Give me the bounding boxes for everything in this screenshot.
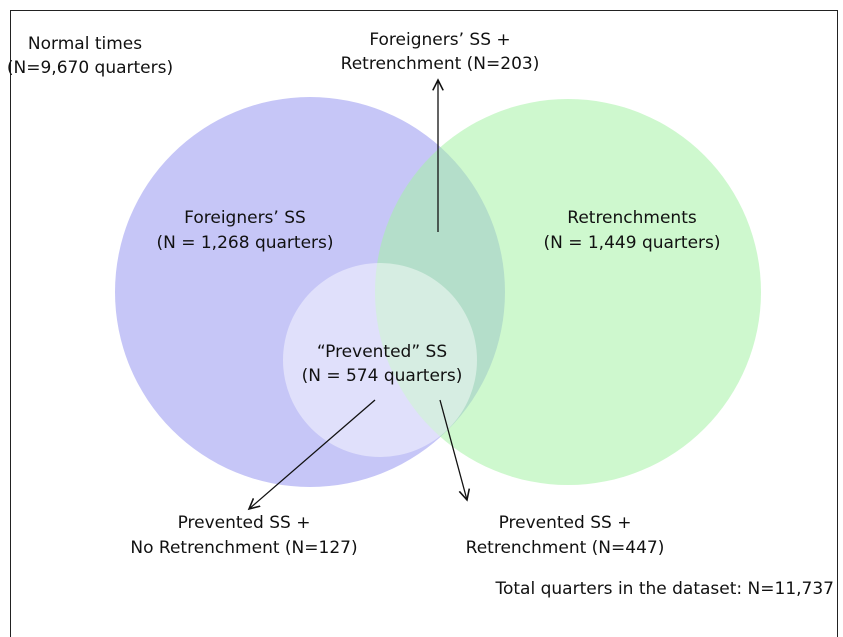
label: (N=9,670 quarters) <box>7 58 173 78</box>
label: Normal times <box>28 34 142 54</box>
label: (N = 574 quarters) <box>302 366 463 386</box>
prevented-circle <box>283 263 477 457</box>
total-label: Total quarters in the dataset: N=11,737 <box>494 579 834 599</box>
label: Prevented SS + <box>499 513 632 533</box>
label: (N = 1,268 quarters) <box>156 233 333 253</box>
label: Retrenchment (N=447) <box>466 538 665 558</box>
label: Retrenchments <box>567 208 697 228</box>
arrow <box>439 399 467 500</box>
frame <box>10 10 838 637</box>
label: “Prevented” SS <box>317 342 447 362</box>
retrenchment-circle <box>375 99 761 485</box>
label: Prevented SS + <box>178 513 311 533</box>
label: Foreigners’ SS + <box>369 30 510 50</box>
label: No Retrenchment (N=127) <box>130 538 357 558</box>
label: Foreigners’ SS <box>184 208 306 228</box>
label: Retrenchment (N=203) <box>341 54 540 74</box>
label: (N = 1,449 quarters) <box>543 233 720 253</box>
arrow <box>249 399 376 509</box>
